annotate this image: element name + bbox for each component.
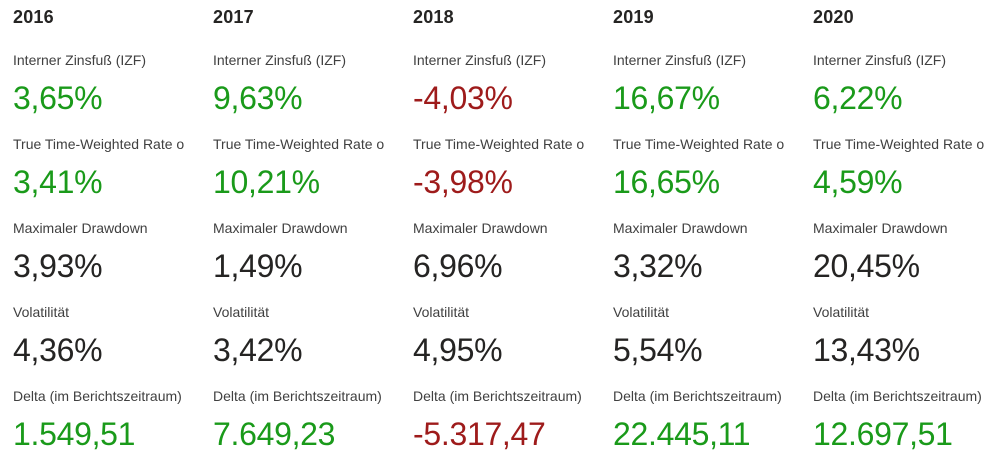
- metric-value: 22.445,11: [613, 416, 751, 452]
- metric-label: True Time-Weighted Rate o: [613, 136, 785, 152]
- metric-volatility: Volatilität 5,54%: [613, 304, 800, 388]
- metric-value: 5,54%: [613, 332, 703, 368]
- metric-label: Delta (im Berichtszeitraum): [413, 388, 582, 404]
- metric-value: 12.697,51: [813, 416, 953, 452]
- kpi-column-2018: 2018 Interner Zinsfuß (IZF) -4,03% True …: [400, 0, 600, 460]
- metric-volatility: Volatilität 4,95%: [413, 304, 600, 388]
- metric-delta: Delta (im Berichtszeitraum) 7.649,23: [213, 388, 400, 460]
- metric-value: 3,93%: [13, 248, 103, 284]
- metric-izf: Interner Zinsfuß (IZF) -4,03%: [413, 52, 600, 136]
- year-header: 2019: [613, 7, 654, 27]
- metric-izf: Interner Zinsfuß (IZF) 16,67%: [613, 52, 800, 136]
- metric-value: 6,22%: [813, 80, 903, 116]
- metric-value: 3,32%: [613, 248, 703, 284]
- metric-label: Volatilität: [13, 304, 70, 320]
- kpi-column-2020: 2020 Interner Zinsfuß (IZF) 6,22% True T…: [800, 0, 1000, 460]
- metric-ttwr: True Time-Weighted Rate o 3,41%: [13, 136, 200, 220]
- metric-label: Maximaler Drawdown: [813, 220, 948, 236]
- metric-delta: Delta (im Berichtszeitraum) 22.445,11: [613, 388, 800, 460]
- metric-value: 4,36%: [13, 332, 103, 368]
- kpi-column-2017: 2017 Interner Zinsfuß (IZF) 9,63% True T…: [200, 0, 400, 460]
- year-header: 2017: [213, 7, 254, 27]
- metric-label: Delta (im Berichtszeitraum): [613, 388, 782, 404]
- metric-label: Volatilität: [613, 304, 670, 320]
- metric-label: Interner Zinsfuß (IZF): [13, 52, 147, 68]
- metric-value: 7.649,23: [213, 416, 336, 452]
- metric-value: 6,96%: [413, 248, 503, 284]
- metric-drawdown: Maximaler Drawdown 3,93%: [13, 220, 200, 304]
- metric-delta: Delta (im Berichtszeitraum) 1.549,51: [13, 388, 200, 460]
- metric-label: Maximaler Drawdown: [613, 220, 748, 236]
- metric-label: Delta (im Berichtszeitraum): [13, 388, 182, 404]
- metric-label: Interner Zinsfuß (IZF): [413, 52, 547, 68]
- metric-label: Delta (im Berichtszeitraum): [213, 388, 382, 404]
- metric-delta: Delta (im Berichtszeitraum) -5.317,47: [413, 388, 600, 460]
- metric-label: Interner Zinsfuß (IZF): [613, 52, 747, 68]
- metric-izf: Interner Zinsfuß (IZF) 6,22%: [813, 52, 1000, 136]
- metric-value: 10,21%: [213, 164, 320, 200]
- year-header: 2016: [13, 7, 54, 27]
- metric-label: Delta (im Berichtszeitraum): [813, 388, 982, 404]
- metric-volatility: Volatilität 4,36%: [13, 304, 200, 388]
- metric-ttwr: True Time-Weighted Rate o 10,21%: [213, 136, 400, 220]
- metric-value: 4,59%: [813, 164, 903, 200]
- metric-volatility: Volatilität 3,42%: [213, 304, 400, 388]
- metric-volatility: Volatilität 13,43%: [813, 304, 1000, 388]
- metric-label: True Time-Weighted Rate o: [813, 136, 985, 152]
- metric-value: -3,98%: [413, 164, 513, 200]
- metric-value: 1.549,51: [13, 416, 136, 452]
- metric-value: 4,95%: [413, 332, 503, 368]
- metric-drawdown: Maximaler Drawdown 20,45%: [813, 220, 1000, 304]
- metric-value: 3,41%: [13, 164, 103, 200]
- metric-label: Maximaler Drawdown: [413, 220, 548, 236]
- metric-drawdown: Maximaler Drawdown 1,49%: [213, 220, 400, 304]
- metric-ttwr: True Time-Weighted Rate o 16,65%: [613, 136, 800, 220]
- metric-value: 1,49%: [213, 248, 303, 284]
- metric-label: Volatilität: [413, 304, 470, 320]
- metric-izf: Interner Zinsfuß (IZF) 3,65%: [13, 52, 200, 136]
- metric-label: True Time-Weighted Rate o: [413, 136, 585, 152]
- metric-label: True Time-Weighted Rate o: [213, 136, 385, 152]
- metric-value: 16,67%: [613, 80, 720, 116]
- metric-value: 3,42%: [213, 332, 303, 368]
- metric-label: Volatilität: [213, 304, 270, 320]
- metric-value: 16,65%: [613, 164, 720, 200]
- metric-value: -4,03%: [413, 80, 513, 116]
- metric-value: -5.317,47: [413, 416, 546, 452]
- metric-ttwr: True Time-Weighted Rate o 4,59%: [813, 136, 1000, 220]
- metric-label: Interner Zinsfuß (IZF): [813, 52, 947, 68]
- metric-label: Interner Zinsfuß (IZF): [213, 52, 347, 68]
- metric-drawdown: Maximaler Drawdown 3,32%: [613, 220, 800, 304]
- metric-value: 9,63%: [213, 80, 303, 116]
- metric-value: 3,65%: [13, 80, 103, 116]
- metric-value: 13,43%: [813, 332, 920, 368]
- metric-label: Volatilität: [813, 304, 870, 320]
- metric-delta: Delta (im Berichtszeitraum) 12.697,51: [813, 388, 1000, 460]
- kpi-column-2019: 2019 Interner Zinsfuß (IZF) 16,67% True …: [600, 0, 800, 460]
- metric-value: 20,45%: [813, 248, 920, 284]
- year-header: 2020: [813, 7, 854, 27]
- metric-label: Maximaler Drawdown: [13, 220, 148, 236]
- metric-drawdown: Maximaler Drawdown 6,96%: [413, 220, 600, 304]
- metric-ttwr: True Time-Weighted Rate o -3,98%: [413, 136, 600, 220]
- metric-label: True Time-Weighted Rate o: [13, 136, 185, 152]
- year-header: 2018: [413, 7, 454, 27]
- kpi-column-2016: 2016 Interner Zinsfuß (IZF) 3,65% True T…: [0, 0, 200, 460]
- metric-izf: Interner Zinsfuß (IZF) 9,63%: [213, 52, 400, 136]
- metric-label: Maximaler Drawdown: [213, 220, 348, 236]
